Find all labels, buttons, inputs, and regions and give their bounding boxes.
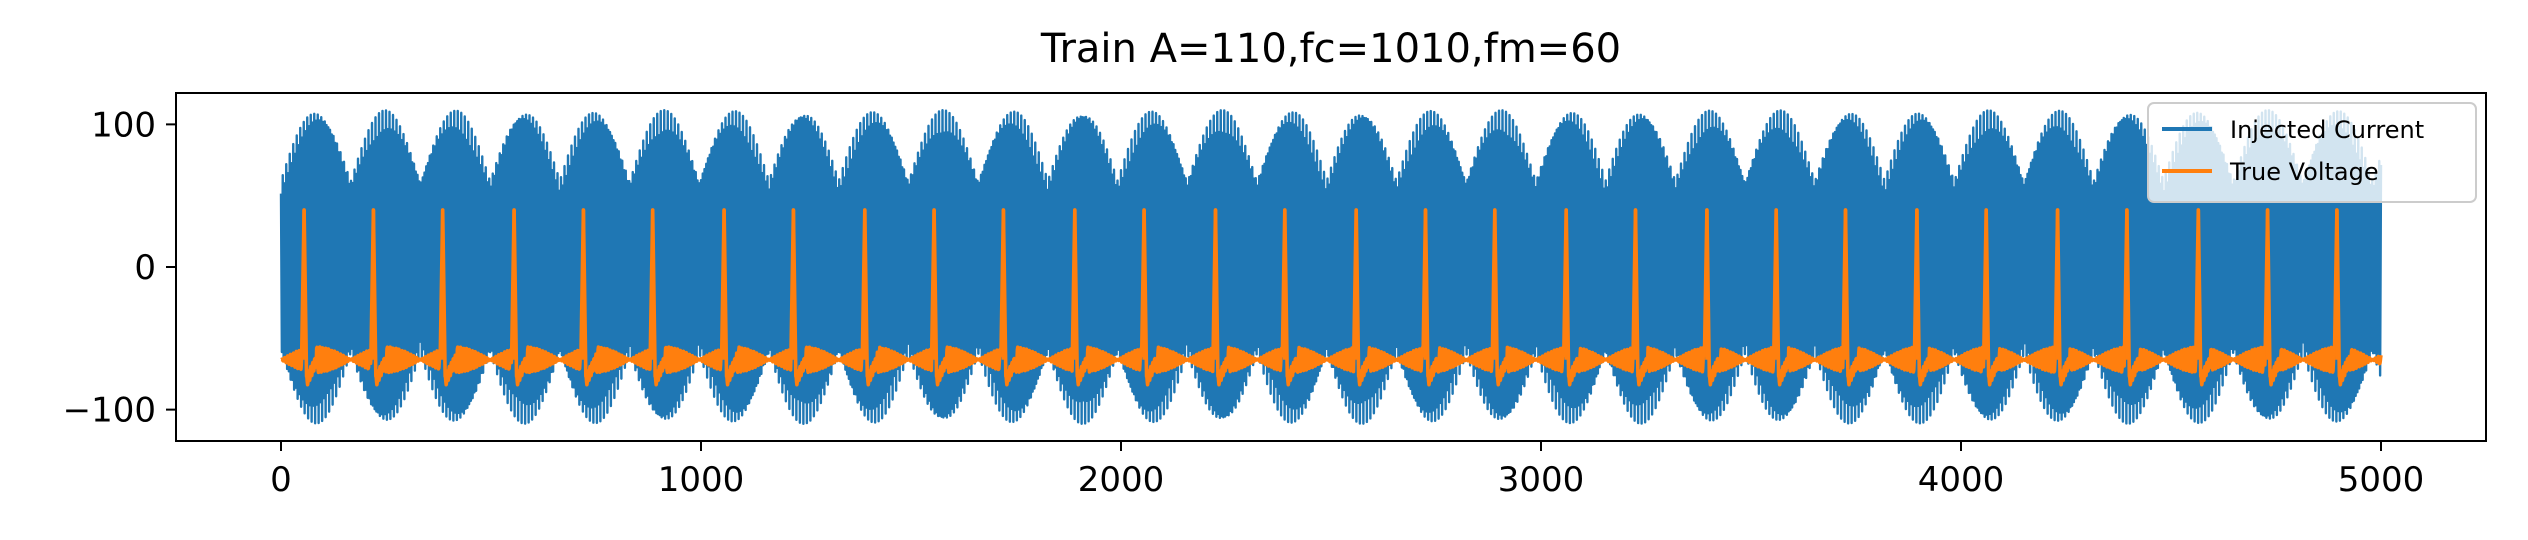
x-axis: 0 1000 2000 3000 4000 5000 (270, 441, 2424, 500)
legend: Injected Current True Voltage (2147, 102, 2477, 203)
y-tick-label: 100 (91, 105, 156, 145)
x-tick-label: 2000 (1078, 460, 1165, 500)
series-injected-current (279, 108, 2383, 426)
chart-title: Train A=110,fc=1010,fm=60 (1040, 26, 1621, 72)
x-tick-label: 3000 (1498, 460, 1585, 500)
y-tick-label: 0 (134, 248, 156, 288)
legend-label-injected-current: Injected Current (2230, 116, 2424, 144)
y-axis: −100 0 100 (63, 105, 176, 431)
series-true-voltage (279, 208, 2383, 387)
x-tick-label: 5000 (2338, 460, 2425, 500)
x-tick-label: 1000 (658, 460, 745, 500)
y-tick-label: −100 (63, 391, 156, 431)
legend-label-true-voltage: True Voltage (2229, 158, 2379, 186)
x-tick-label: 4000 (1918, 460, 2005, 500)
series-layer (279, 108, 2383, 426)
x-tick-label: 0 (270, 460, 292, 500)
legend-box (2147, 102, 2477, 203)
